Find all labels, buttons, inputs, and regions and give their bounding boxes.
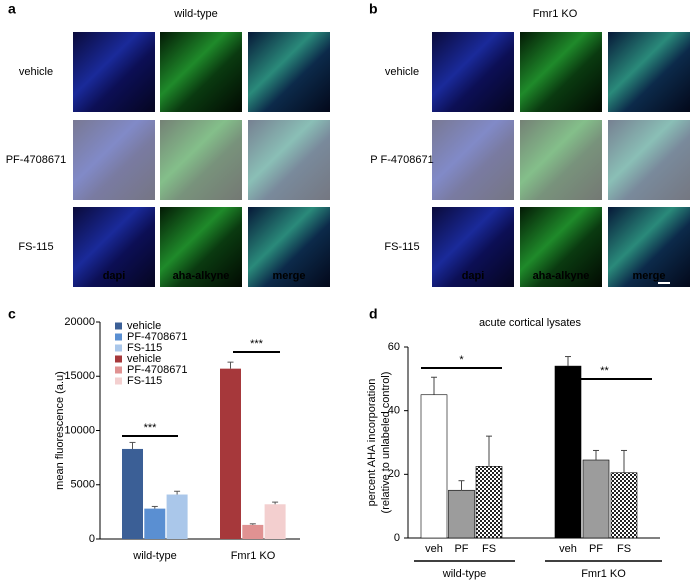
bar: [242, 524, 264, 539]
channel-label: dapi: [103, 270, 126, 282]
bar: [166, 494, 188, 539]
y-axis-label: percent AHA incorporation: [366, 379, 378, 507]
micrograph: [432, 32, 514, 112]
x-tick-label: Fmr1 KO: [231, 550, 276, 562]
legend-swatch: [115, 377, 122, 385]
legend-label: FS-115: [127, 342, 162, 354]
micrograph: [520, 207, 602, 287]
legend-swatch: [115, 366, 122, 374]
legend-swatch: [115, 333, 122, 341]
micrograph: [248, 32, 330, 112]
bar: [554, 365, 582, 539]
row-label: P F-4708671: [370, 154, 433, 166]
micrograph: [608, 207, 690, 287]
legend-swatch: [115, 344, 122, 352]
y-tick-label: 20: [388, 468, 400, 480]
panel-title: Fmr1 KO: [533, 8, 578, 20]
legend-label: PF-4708671: [127, 331, 188, 343]
y-tick-label: 40: [388, 405, 400, 417]
x-tick-label: veh: [559, 543, 577, 555]
legend-label: vehicle: [127, 353, 161, 365]
y-tick-label: 10000: [64, 424, 95, 436]
significance: ***: [250, 338, 264, 350]
legend-label: FS-115: [127, 375, 162, 387]
x-tick-label: PF: [589, 543, 603, 555]
panel-letter: d: [369, 306, 378, 322]
micrograph: [608, 120, 690, 200]
x-tick-label: FS: [617, 543, 631, 555]
channel-label: dapi: [462, 270, 485, 282]
row-label: FS-115: [18, 241, 53, 253]
legend-swatch: [115, 322, 122, 330]
x-tick-label: wild-type: [132, 550, 176, 562]
channel-label: aha-alkyne: [533, 270, 590, 282]
micrograph: [432, 120, 514, 200]
y-tick-label: 5000: [71, 479, 95, 491]
bar: [122, 448, 143, 539]
micrograph: [432, 207, 514, 287]
significance: *: [459, 354, 464, 366]
y-tick-label: 15000: [64, 370, 95, 382]
micrograph: [73, 207, 155, 287]
row-label: vehicle: [385, 66, 419, 78]
y-tick-label: 60: [388, 341, 400, 353]
group-label: wild-type: [442, 568, 486, 580]
row-label: FS-115: [384, 241, 419, 253]
micrograph: [248, 207, 330, 287]
micrograph: [520, 120, 602, 200]
bar: [448, 489, 475, 539]
micrograph: [248, 120, 330, 200]
channel-label: aha-alkyne: [173, 270, 230, 282]
y-tick-label: 0: [394, 532, 400, 544]
y-axis-label: (relative to unlabeled control): [380, 372, 392, 514]
panel-letter: b: [369, 1, 378, 17]
significance: ***: [144, 422, 158, 434]
bar: [220, 368, 241, 539]
panel-letter: a: [8, 1, 16, 17]
panel-title: wild-type: [173, 8, 217, 20]
y-axis-label: mean fluorescence (a.u): [54, 371, 66, 490]
y-tick-label: 20000: [64, 316, 95, 328]
chart-title: acute cortical lysates: [479, 317, 582, 329]
channel-label: merge: [272, 270, 305, 282]
micrograph: [608, 32, 690, 112]
x-tick-label: veh: [425, 543, 443, 555]
y-tick-label: 0: [89, 533, 95, 545]
x-tick-label: FS: [482, 543, 496, 555]
micrograph: [73, 32, 155, 112]
panel-letter: c: [8, 306, 16, 322]
micrograph: [160, 32, 242, 112]
row-label: vehicle: [19, 66, 53, 78]
legend-label: vehicle: [127, 320, 161, 332]
bar: [582, 459, 610, 539]
bar: [144, 508, 166, 539]
bar: [475, 466, 503, 539]
bar: [420, 394, 448, 539]
micrograph: [160, 120, 242, 200]
bar: [264, 504, 286, 539]
bar: [610, 472, 638, 539]
micrograph: [73, 120, 155, 200]
legend-swatch: [115, 355, 122, 363]
row-label: PF-4708671: [6, 154, 67, 166]
micrograph: [160, 207, 242, 287]
group-label: Fmr1 KO: [581, 568, 626, 580]
channel-label: merge: [632, 270, 665, 282]
significance: **: [600, 365, 609, 377]
legend-label: PF-4708671: [127, 364, 188, 376]
micrograph: [520, 32, 602, 112]
x-tick-label: PF: [454, 543, 468, 555]
